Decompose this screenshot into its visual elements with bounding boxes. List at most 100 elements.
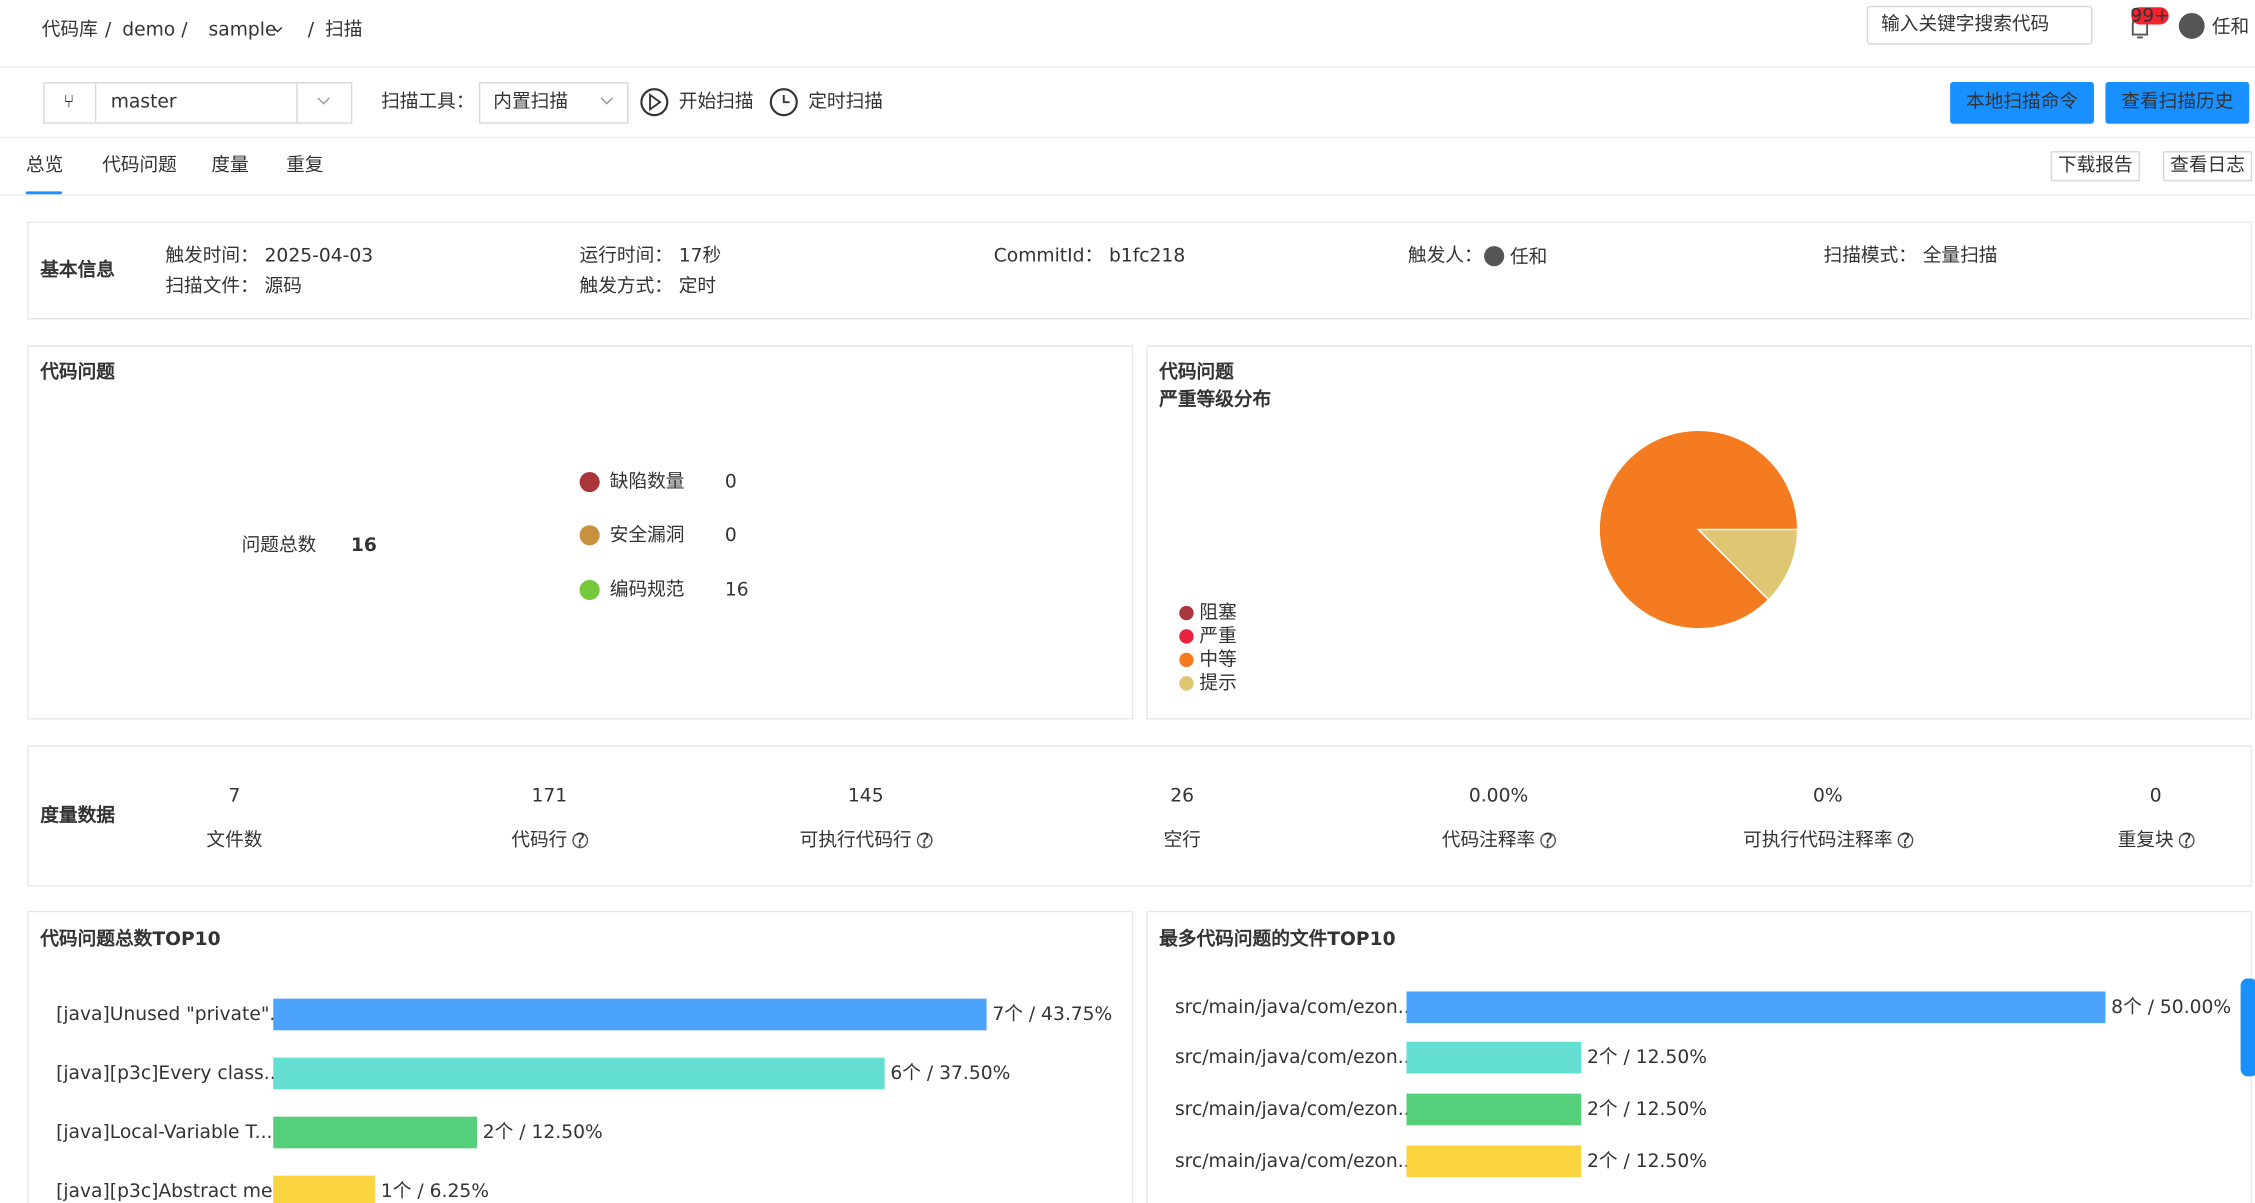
bar-value-label: 2个 / 12.50%	[1587, 1099, 1707, 1120]
metric-label: 文件数	[206, 830, 262, 851]
breadcrumb-item[interactable]: demo	[122, 20, 175, 41]
info-label: 触发方式：	[580, 276, 673, 297]
breadcrumb-item[interactable]: sample	[209, 20, 277, 41]
issue-name: 编码规范	[610, 579, 685, 600]
bar	[273, 998, 987, 1031]
card-title: 基本信息	[40, 259, 115, 281]
bar-label: [java]Unused "private"...	[56, 1004, 287, 1025]
breadcrumb-separator: /	[181, 20, 188, 41]
badge	[2131, 7, 2169, 25]
legend-label: 严重	[1199, 626, 1236, 647]
button-text[interactable]: 下载报告	[2058, 155, 2133, 176]
chevron	[317, 97, 330, 105]
help-icon[interactable]	[1897, 832, 1914, 849]
card-title: 最多代码问题的文件TOP10	[1159, 928, 1395, 950]
bar	[1406, 1093, 1582, 1126]
button-text[interactable]: 本地扫描命令	[1966, 92, 2078, 113]
schedule-scan[interactable]: 定时扫描	[808, 92, 883, 113]
bar-card	[27, 910, 1134, 1203]
pie-slice	[1696, 528, 1799, 601]
help-icon: ?	[2182, 831, 2192, 852]
info-card	[27, 221, 2253, 320]
info-label: 扫描文件：	[165, 276, 258, 297]
total-value: 16	[351, 535, 377, 556]
button-text[interactable]: 查看扫描历史	[2121, 92, 2233, 113]
bar-value-label: 2个 / 12.50%	[483, 1122, 603, 1143]
legend-label: 提示	[1199, 673, 1236, 694]
bar-value-label: 2个 / 12.50%	[1587, 1151, 1707, 1172]
tab-underline	[25, 191, 62, 195]
metric-label: 空行	[1163, 830, 1200, 851]
branch-name: master	[111, 92, 177, 113]
info-label: 触发时间：	[165, 246, 258, 267]
metrics-card	[27, 745, 2253, 887]
clock-icon[interactable]	[769, 88, 798, 117]
tab[interactable]: 代码问题	[102, 155, 177, 176]
avatar	[1484, 246, 1505, 267]
metric-value: 26	[1170, 785, 1194, 806]
tool-select[interactable]	[478, 82, 629, 124]
tab[interactable]: 重复	[286, 155, 323, 176]
bar-label: src/main/java/com/ezon...	[1175, 1099, 1416, 1120]
metric-value: 0%	[1813, 785, 1843, 806]
scroll-handle[interactable]	[2240, 978, 2255, 1077]
issue-name: 安全漏洞	[610, 525, 685, 546]
button[interactable]	[2050, 151, 2140, 182]
issue-value: 0	[725, 525, 737, 546]
bar-label: [java][p3c]Every class...	[56, 1063, 282, 1084]
help-icon[interactable]	[1540, 832, 1557, 849]
card-title: 代码问题	[39, 362, 115, 383]
bar	[273, 1057, 885, 1090]
bar	[273, 1116, 478, 1149]
legend-dot	[579, 525, 600, 546]
card-title: 代码问题	[1158, 362, 1234, 383]
legend-dot	[579, 579, 600, 601]
button[interactable]	[1950, 82, 2094, 124]
bar-card	[1146, 910, 2253, 1203]
info-label: CommitId：	[994, 246, 1103, 267]
info-label: 触发人：	[1408, 246, 1483, 267]
info-value: 定时	[679, 276, 716, 297]
metric-value: 171	[532, 785, 568, 806]
help-icon: ?	[920, 831, 930, 852]
metric-label: 重复块	[2118, 830, 2174, 851]
play-icon[interactable]	[640, 88, 669, 117]
tool-label: 扫描工具：	[381, 92, 474, 113]
legend-dot	[1179, 676, 1194, 691]
user-name[interactable]: 任和	[2212, 17, 2249, 38]
info-value: 2025-04-03	[265, 246, 374, 267]
button[interactable]	[2105, 82, 2250, 124]
help-icon: ?	[575, 831, 585, 852]
bar-label: [java][p3c]Abstract me...	[56, 1181, 290, 1202]
help-icon[interactable]	[916, 832, 933, 849]
tab[interactable]: 度量	[211, 155, 248, 176]
bar-value-label: 7个 / 43.75%	[992, 1004, 1112, 1025]
clock-icon	[782, 94, 790, 104]
breadcrumb-item[interactable]: 扫描	[325, 20, 362, 41]
tool-value: 内置扫描	[493, 92, 568, 113]
tab[interactable]: 总览	[26, 155, 63, 176]
search-box[interactable]	[1866, 5, 2093, 45]
card-title: 代码问题总数TOP10	[39, 928, 220, 950]
breadcrumb-item[interactable]: 代码库	[42, 20, 98, 41]
start-scan[interactable]: 开始扫描	[679, 92, 754, 113]
breadcrumb-separator: /	[308, 20, 315, 41]
info-value[interactable]: b1fc218	[1109, 246, 1185, 267]
info-value: 源码	[265, 276, 302, 297]
bar	[273, 1175, 376, 1203]
legend-label: 阻塞	[1199, 603, 1237, 624]
help-icon[interactable]	[2178, 832, 2195, 849]
button[interactable]	[2162, 151, 2253, 182]
metric-label: 代码注释率	[1442, 830, 1535, 851]
help-icon[interactable]	[572, 832, 589, 849]
button-text[interactable]: 查看日志	[2170, 155, 2245, 176]
help-icon: ?	[1543, 831, 1553, 852]
avatar[interactable]	[2178, 12, 2205, 39]
bar-value-label: 2个 / 12.50%	[1587, 1047, 1707, 1068]
metric-label: 可执行代码注释率	[1743, 830, 1892, 851]
card-subtitle: 严重等级分布	[1158, 389, 1271, 411]
chevron	[600, 97, 614, 105]
branch-select[interactable]	[43, 82, 353, 124]
